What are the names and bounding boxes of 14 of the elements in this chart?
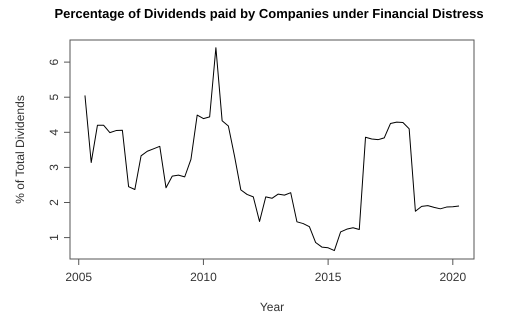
y-axis-title: % of Total Dividends	[13, 95, 27, 204]
chart-title: Percentage of Dividends paid by Companies under Financial Distress	[54, 6, 484, 21]
y-tick-label: 2	[47, 198, 61, 206]
x-tick-label: 2020	[439, 270, 466, 284]
x-tick-label: 2015	[314, 270, 342, 284]
y-tick-label: 3	[47, 164, 61, 171]
y-tick-label: 1	[47, 234, 61, 241]
y-tick-label: 4	[47, 128, 61, 136]
x-tick-label: 2005	[65, 270, 92, 284]
line-series	[84, 47, 460, 252]
x-axis-title: Year	[260, 300, 284, 314]
y-tick-label: 6	[47, 58, 61, 66]
y-tick-label: 5	[47, 94, 61, 101]
x-tick-label: 2010	[190, 270, 218, 284]
